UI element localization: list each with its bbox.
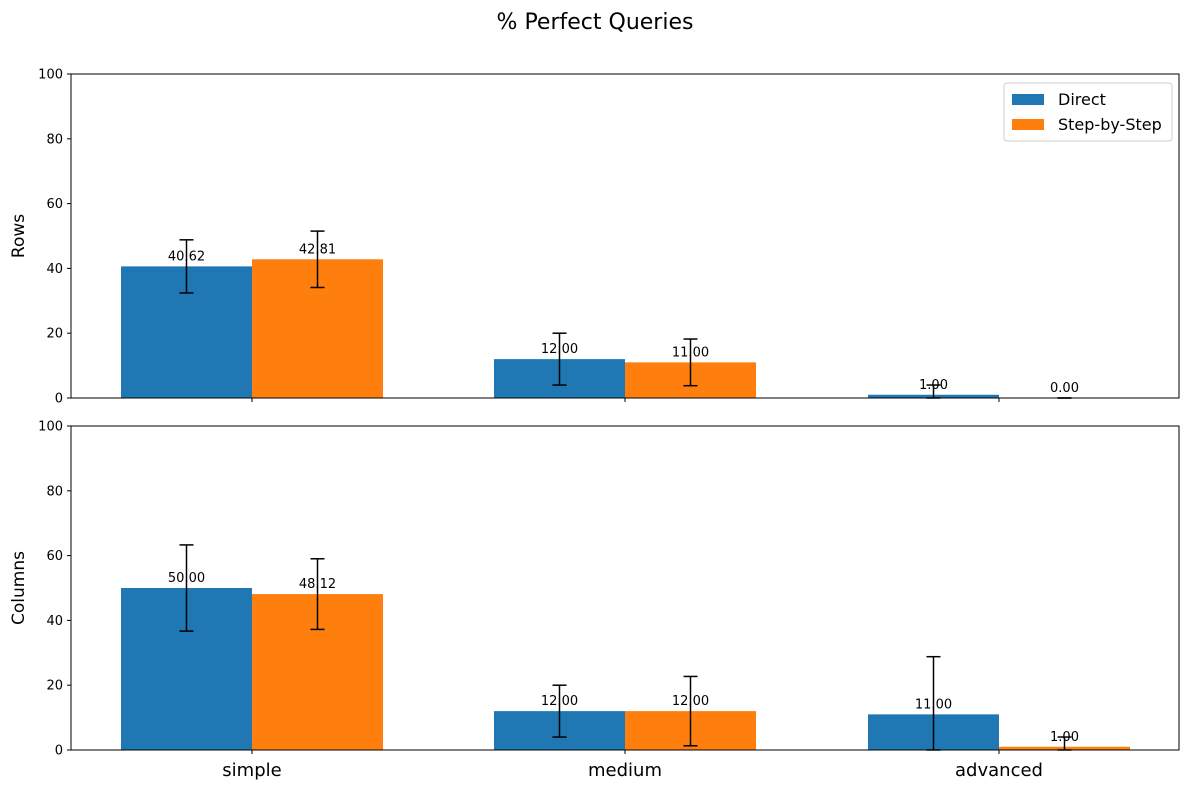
data-label: 48.12 <box>299 577 336 592</box>
data-label: 1.00 <box>1050 730 1079 745</box>
y-tick-label: 100 <box>38 420 63 435</box>
y-tick-label: 20 <box>46 327 63 342</box>
legend-swatch <box>1012 119 1044 130</box>
columns-panel: 0 20 40 60 80 100 Columns 50.00 12.00 11.00 48.12 1… <box>9 420 1180 781</box>
y-tick-label: 60 <box>46 197 63 212</box>
y-tick-label: 40 <box>46 614 63 629</box>
y-axis-label: Rows <box>9 214 29 258</box>
data-label: 42.81 <box>299 242 336 257</box>
y-tick-label: 60 <box>46 549 63 564</box>
data-label: 11.00 <box>915 697 952 712</box>
rows-panel: 0 20 40 60 80 100 Rows 40.62 12.00 1.00 42.81 11.00… <box>9 68 1180 407</box>
data-label: 12.00 <box>541 694 578 709</box>
data-label: 12.00 <box>672 694 709 709</box>
y-tick-label: 40 <box>46 262 63 277</box>
chart-title: % Perfect Queries <box>497 10 694 35</box>
y-tick-label: 80 <box>46 484 63 499</box>
legend: Direct Step-by-Step <box>1003 82 1173 142</box>
data-label: 12.00 <box>541 342 578 357</box>
data-label: 11.00 <box>672 345 709 360</box>
y-axis-label: Columns <box>9 551 29 625</box>
y-tick-label: 20 <box>46 679 63 694</box>
y-tick-label: 0 <box>55 392 63 407</box>
y-tick-label: 80 <box>46 132 63 147</box>
data-label: 1.00 <box>919 378 948 393</box>
y-tick-label: 100 <box>38 68 63 83</box>
data-label: 40.62 <box>168 249 205 264</box>
x-tick-label: advanced <box>955 760 1043 781</box>
x-tick-label: medium <box>588 760 662 781</box>
legend-swatch <box>1012 94 1044 105</box>
legend-label: Direct <box>1058 90 1106 109</box>
legend-box <box>1003 82 1173 142</box>
x-tick-label: simple <box>222 760 281 781</box>
data-label: 50.00 <box>168 571 205 586</box>
data-label: 0.00 <box>1050 381 1079 396</box>
legend-label: Step-by-Step <box>1058 115 1162 134</box>
y-tick-label: 0 <box>55 744 63 759</box>
